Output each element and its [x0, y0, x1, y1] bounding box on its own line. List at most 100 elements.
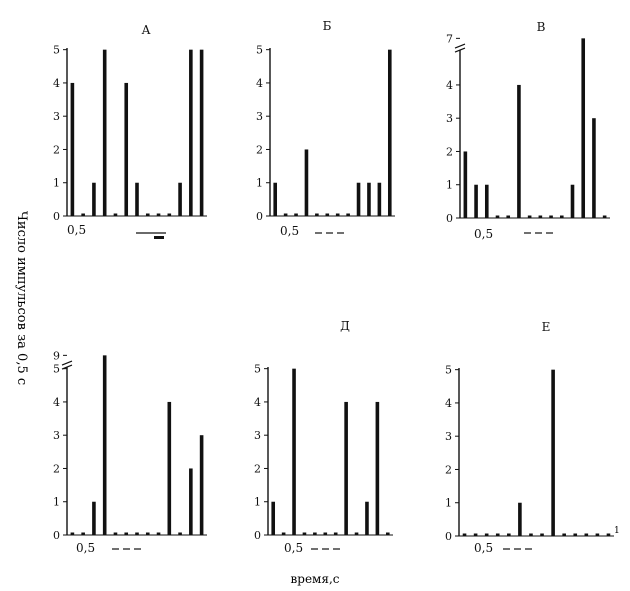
- y-tick-label: 0: [446, 212, 453, 225]
- bar: [281, 532, 286, 535]
- bar: [335, 213, 340, 216]
- bar: [81, 213, 85, 216]
- bar: [135, 182, 139, 216]
- scale-label: 0,5: [474, 227, 493, 241]
- bar: [367, 182, 371, 216]
- x-axis-label: время,с: [291, 572, 340, 586]
- chart-panel-4: 0 1 2 3 4 59 0,5: [53, 349, 207, 555]
- bar: [102, 49, 107, 217]
- bar: [167, 213, 172, 216]
- bar: [271, 501, 276, 535]
- y-tick-label: 1: [53, 496, 60, 509]
- bar: [518, 502, 522, 536]
- bar: [145, 532, 150, 535]
- y-tick-label: 0: [53, 529, 60, 542]
- bar: [199, 435, 204, 535]
- bar: [573, 533, 578, 536]
- chart-panel-1: А 0 1 2 3 4 5 0,5: [53, 23, 207, 239]
- y-tick-label: 0: [256, 210, 263, 223]
- bar: [527, 215, 532, 218]
- y-tick-label: 2: [446, 145, 453, 158]
- bar: [495, 215, 500, 218]
- bar: [283, 213, 288, 216]
- panel-title: А: [141, 23, 150, 37]
- bar: [538, 215, 543, 218]
- bar: [124, 82, 129, 216]
- bar: [540, 533, 544, 536]
- y-tick-label: 1: [445, 497, 452, 510]
- bar: [294, 213, 298, 216]
- bar: [92, 182, 96, 216]
- bar: [135, 532, 139, 535]
- bar: [92, 501, 96, 535]
- bar: [81, 532, 85, 535]
- y-tick-label: 4: [53, 396, 60, 409]
- axis-break-mark: [454, 43, 466, 53]
- y-tick-label: 5: [256, 44, 263, 57]
- axis-break-mark: [61, 360, 73, 370]
- bar: [178, 532, 182, 535]
- y-tick-label: 1: [256, 177, 263, 190]
- y-tick-label: 3: [256, 110, 263, 123]
- bar: [199, 49, 204, 217]
- chart-panel-3: В 0 1 2 3 4 7 0,5: [446, 20, 610, 241]
- y-tick-label: 7: [446, 32, 453, 45]
- panel-title: Е: [542, 320, 551, 334]
- y-tick-label: 2: [53, 462, 60, 475]
- y-tick-label: 4: [446, 79, 453, 92]
- bar: [346, 213, 350, 216]
- y-tick-label: 2: [53, 143, 60, 156]
- bar: [484, 184, 489, 218]
- bar: [323, 532, 328, 535]
- bar: [70, 82, 75, 216]
- bar: [344, 401, 348, 535]
- bar: [313, 532, 317, 535]
- y-tick-label: 0: [254, 529, 261, 542]
- y-tick-label: 4: [254, 396, 261, 409]
- bar: [113, 532, 118, 535]
- bar: [70, 532, 75, 535]
- bar: [529, 533, 533, 536]
- bar: [273, 182, 278, 216]
- y-tick-label: 2: [256, 143, 263, 156]
- bar: [462, 533, 467, 536]
- y-tick-label: 5: [254, 363, 261, 376]
- panels-group: А0123450,5Б0123450,5В0123470,501234590,5…: [53, 19, 614, 555]
- bar: [167, 401, 172, 535]
- bar: [156, 213, 161, 216]
- bar: [584, 533, 589, 536]
- chart-panel-5: Д 0 1 2 3 4 5 0,5: [254, 319, 393, 555]
- bar: [387, 49, 392, 217]
- bar: [145, 213, 150, 216]
- bar: [606, 533, 611, 536]
- bar: [333, 532, 338, 535]
- panel-title: Д: [340, 319, 350, 333]
- y-tick-label: 4: [445, 397, 452, 410]
- y-tick-label: 4: [53, 77, 60, 90]
- bar: [189, 468, 193, 535]
- bar: [592, 118, 596, 218]
- bar: [377, 182, 382, 216]
- y-tick-label: 0: [53, 210, 60, 223]
- bar: [581, 38, 586, 219]
- scale-label: 0,5: [284, 541, 303, 555]
- bar: [302, 532, 307, 535]
- y-tick-label: 3: [446, 112, 453, 125]
- y-tick-label: 1: [446, 179, 453, 192]
- y-tick-label: 2: [254, 462, 261, 475]
- bar: [549, 215, 553, 218]
- bar: [304, 149, 309, 216]
- bar: [495, 533, 500, 536]
- y-tick-label: 2: [445, 463, 452, 476]
- y-tick-label: 3: [53, 110, 60, 123]
- bar: [113, 213, 118, 216]
- bar: [385, 532, 390, 535]
- y-tick-label: 9: [53, 349, 60, 362]
- bar: [507, 533, 511, 536]
- bar: [189, 49, 193, 217]
- bar: [562, 533, 566, 536]
- panel-title: В: [537, 20, 546, 34]
- bar: [356, 182, 361, 216]
- scale-label: 0,5: [474, 541, 493, 555]
